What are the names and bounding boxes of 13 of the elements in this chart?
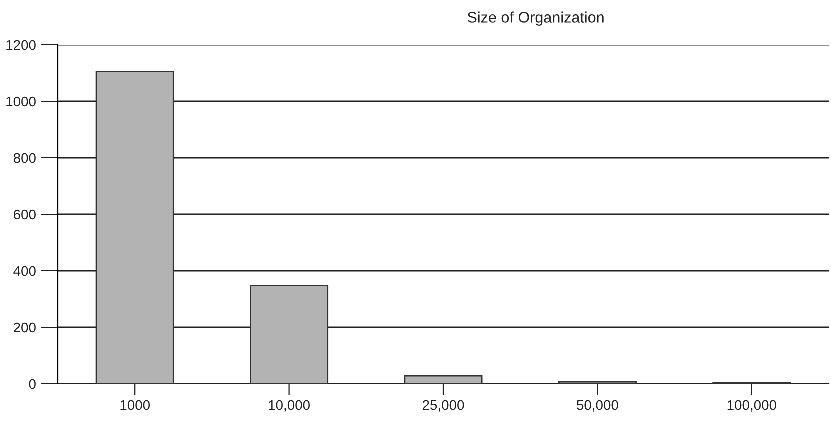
y-tick-label: 800 [14, 153, 36, 164]
x-tick-label: 10,000 [269, 400, 310, 412]
y-tick-label: 1200 [6, 40, 36, 50]
x-tick-label: 100,000 [728, 400, 776, 412]
x-tick-label: 25,000 [422, 400, 464, 412]
y-tick-label: 400 [14, 266, 36, 276]
x-tick-label: 1000 [120, 400, 150, 410]
chart-title: Size of Organization [468, 12, 604, 26]
y-tick-label: 200 [14, 322, 36, 333]
x-tick-label: 50,000 [577, 400, 618, 412]
y-tick-label: 0 [29, 379, 36, 390]
y-tick-label: 1000 [6, 96, 36, 107]
y-tick-label: 600 [14, 210, 36, 220]
